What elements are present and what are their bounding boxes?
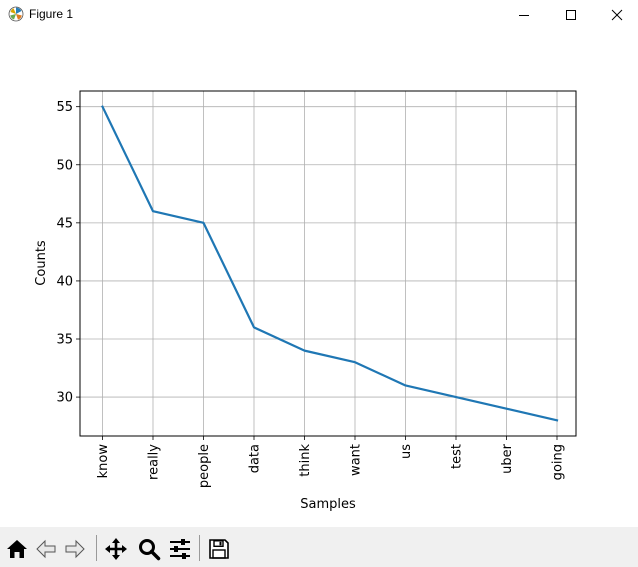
y-tick-label: 35 [56, 333, 73, 348]
pan-move-icon [105, 538, 127, 560]
minimize-icon [519, 15, 529, 16]
x-tick-label-know: know [96, 444, 111, 479]
toolbar-separator [96, 535, 97, 561]
close-button[interactable] [594, 0, 638, 30]
series-line-layer [101, 105, 559, 422]
zoom-magnifier-icon [139, 539, 161, 561]
y-tick-label: 45 [56, 216, 73, 231]
toolbar-separator [199, 535, 200, 561]
y-tick-label: 30 [56, 391, 73, 406]
figure-canvas[interactable]: 30 35 40 45 50 55 know really people data think wa… [0, 30, 638, 526]
save-button[interactable] [205, 535, 233, 563]
back-arrow-icon [36, 539, 56, 559]
x-tick-label-test: test [450, 444, 465, 469]
navigation-toolbar [0, 527, 638, 567]
series-line [101, 105, 559, 422]
y-tick-label: 50 [56, 158, 73, 173]
line-chart: 30 35 40 45 50 55 know really people data think wa… [34, 90, 577, 512]
forward-button[interactable] [61, 535, 89, 563]
x-tick-label-uber: uber [500, 443, 515, 473]
save-floppy-icon [209, 539, 229, 559]
x-tick-label-people: people [197, 444, 212, 488]
x-tick-label-data: data [248, 444, 263, 473]
x-tick-label-us: us [399, 444, 414, 459]
forward-arrow-icon [65, 539, 85, 559]
grid-lines [80, 91, 576, 436]
home-button[interactable] [3, 535, 31, 563]
maximize-icon [566, 10, 576, 20]
close-icon [611, 9, 623, 21]
pan-button[interactable] [102, 535, 130, 563]
window-titlebar: Figure 1 [0, 0, 638, 30]
window-title: Figure 1 [29, 7, 74, 21]
x-axis-ticks: know really people data think want us test uber g… [96, 436, 566, 488]
y-tick-label: 40 [56, 274, 73, 289]
x-tick-label-really: really [147, 444, 162, 480]
home-icon [7, 540, 27, 558]
zoom-button[interactable] [135, 535, 163, 563]
configure-subplots-icon [170, 539, 190, 559]
maximize-button[interactable] [548, 0, 594, 30]
back-button[interactable] [32, 535, 60, 563]
configure-subplots-button[interactable] [166, 535, 194, 563]
x-tick-label-think: think [298, 444, 313, 477]
y-axis-ticks: 30 35 40 45 50 55 [56, 100, 80, 406]
y-axis-label: Counts [34, 240, 49, 286]
minimize-button[interactable] [501, 0, 547, 30]
x-axis-label: Samples [300, 497, 356, 512]
x-tick-label-going: going [551, 444, 566, 480]
axes-frame [79, 90, 577, 437]
matplotlib-logo-icon [8, 6, 24, 22]
y-tick-label: 55 [56, 100, 73, 115]
x-tick-label-want: want [349, 444, 364, 476]
